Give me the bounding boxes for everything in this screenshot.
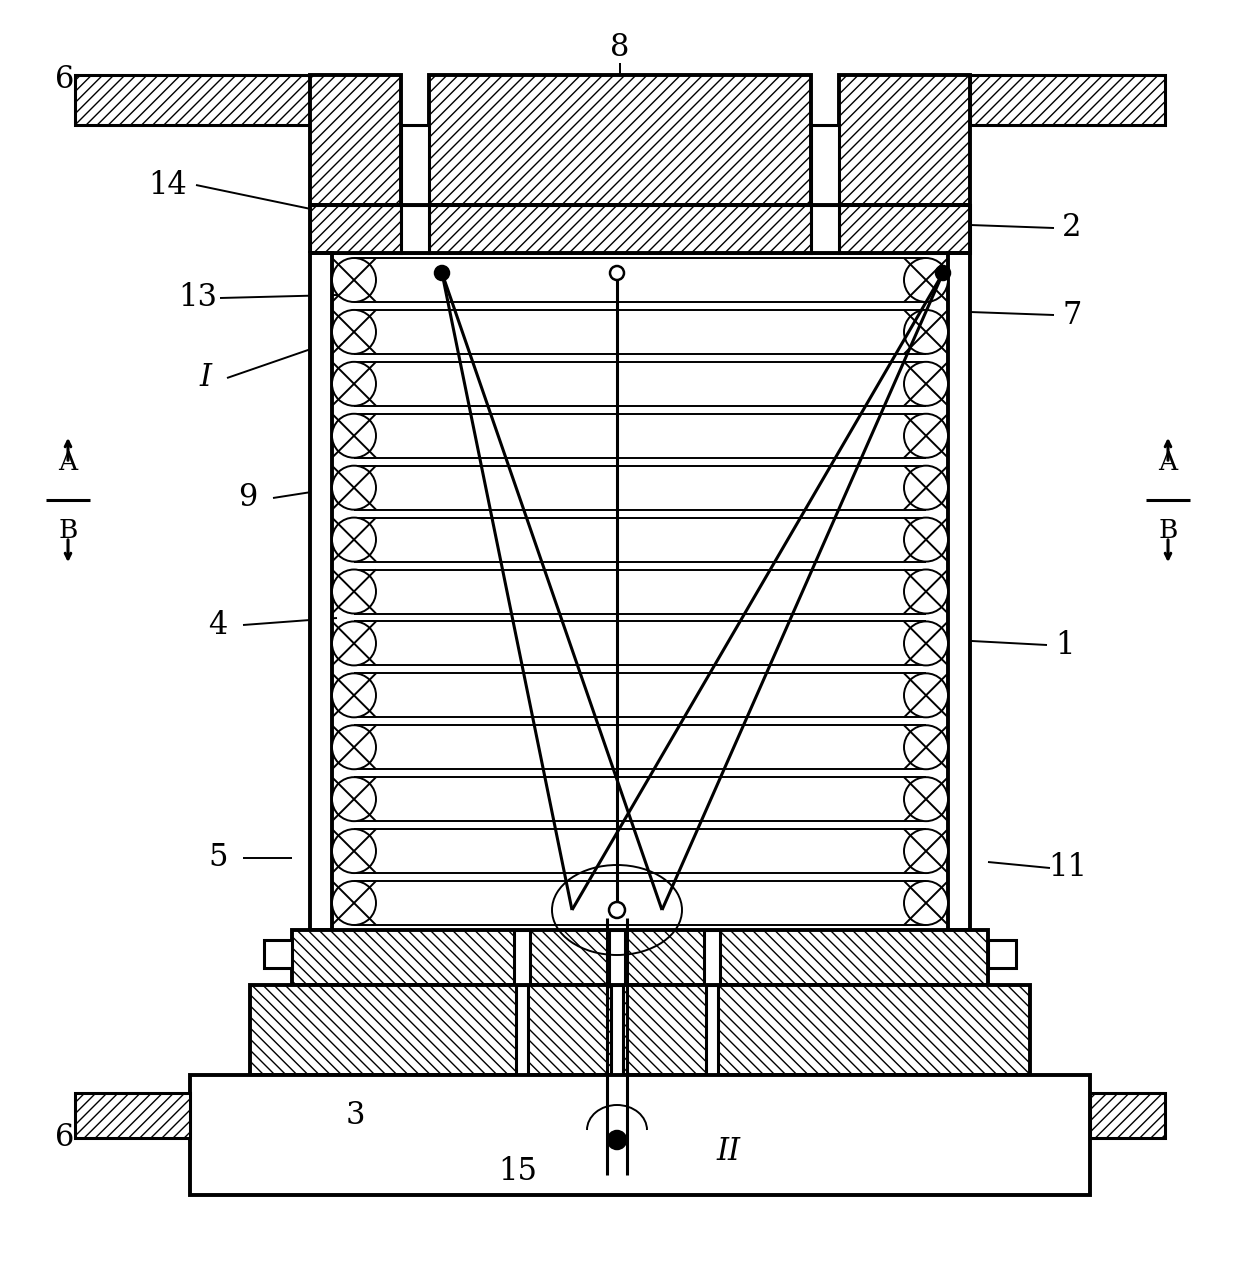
Text: 6: 6	[56, 65, 74, 95]
Circle shape	[904, 674, 949, 718]
Text: 7: 7	[1063, 300, 1081, 330]
Circle shape	[904, 258, 949, 303]
Bar	[609, 931, 625, 985]
Text: A: A	[1158, 449, 1178, 475]
Text: 6: 6	[56, 1123, 74, 1153]
Bar	[401, 205, 429, 253]
Text: 15: 15	[498, 1157, 537, 1188]
Circle shape	[608, 1131, 626, 1150]
Bar	[1090, 1093, 1166, 1138]
Bar	[291, 931, 988, 985]
Circle shape	[904, 829, 949, 874]
Text: 4: 4	[208, 609, 228, 641]
Text: 8: 8	[610, 33, 630, 63]
Circle shape	[332, 570, 376, 614]
Text: 11: 11	[1049, 852, 1087, 884]
Bar	[839, 205, 970, 253]
Bar	[970, 75, 1166, 125]
Text: 9: 9	[238, 482, 258, 514]
Circle shape	[332, 414, 376, 458]
Bar	[611, 985, 622, 1075]
Bar	[811, 205, 839, 253]
Circle shape	[332, 310, 376, 354]
Bar	[706, 985, 718, 1075]
Bar	[74, 75, 310, 125]
Bar	[310, 75, 401, 205]
Circle shape	[904, 777, 949, 822]
Bar	[515, 931, 529, 985]
Text: I: I	[198, 362, 211, 394]
Bar	[310, 253, 332, 931]
Text: 3: 3	[345, 1099, 365, 1131]
Text: B: B	[1158, 518, 1178, 543]
Circle shape	[904, 414, 949, 458]
Circle shape	[904, 362, 949, 406]
Text: 2: 2	[1063, 213, 1081, 243]
Circle shape	[609, 901, 625, 918]
Bar	[190, 1075, 1090, 1195]
Circle shape	[904, 881, 949, 925]
Bar	[264, 939, 291, 968]
Bar	[988, 939, 1016, 968]
Bar	[401, 125, 429, 205]
Circle shape	[435, 266, 449, 280]
Bar	[704, 931, 720, 985]
Text: A: A	[58, 449, 78, 475]
Bar	[429, 75, 811, 205]
Bar	[429, 205, 811, 253]
Circle shape	[936, 266, 950, 280]
Circle shape	[904, 570, 949, 614]
Bar	[74, 1093, 190, 1138]
Text: 5: 5	[208, 842, 228, 874]
Bar	[310, 205, 401, 253]
Circle shape	[332, 829, 376, 874]
Bar	[839, 75, 970, 205]
Bar	[250, 985, 1030, 1075]
Text: 1: 1	[1055, 629, 1075, 661]
Circle shape	[332, 725, 376, 770]
Circle shape	[332, 622, 376, 666]
Circle shape	[332, 518, 376, 562]
Circle shape	[332, 466, 376, 510]
Text: 13: 13	[179, 282, 217, 314]
Circle shape	[332, 777, 376, 822]
Circle shape	[904, 622, 949, 666]
Circle shape	[332, 881, 376, 925]
Circle shape	[610, 266, 624, 280]
Circle shape	[332, 258, 376, 303]
Circle shape	[904, 466, 949, 510]
Bar	[516, 985, 528, 1075]
Bar	[949, 253, 970, 931]
Bar	[811, 125, 839, 205]
Circle shape	[904, 518, 949, 562]
Circle shape	[904, 725, 949, 770]
Circle shape	[904, 310, 949, 354]
Circle shape	[332, 362, 376, 406]
Circle shape	[332, 674, 376, 718]
Text: B: B	[58, 518, 78, 543]
Text: 14: 14	[149, 170, 187, 200]
Text: II: II	[715, 1137, 740, 1167]
